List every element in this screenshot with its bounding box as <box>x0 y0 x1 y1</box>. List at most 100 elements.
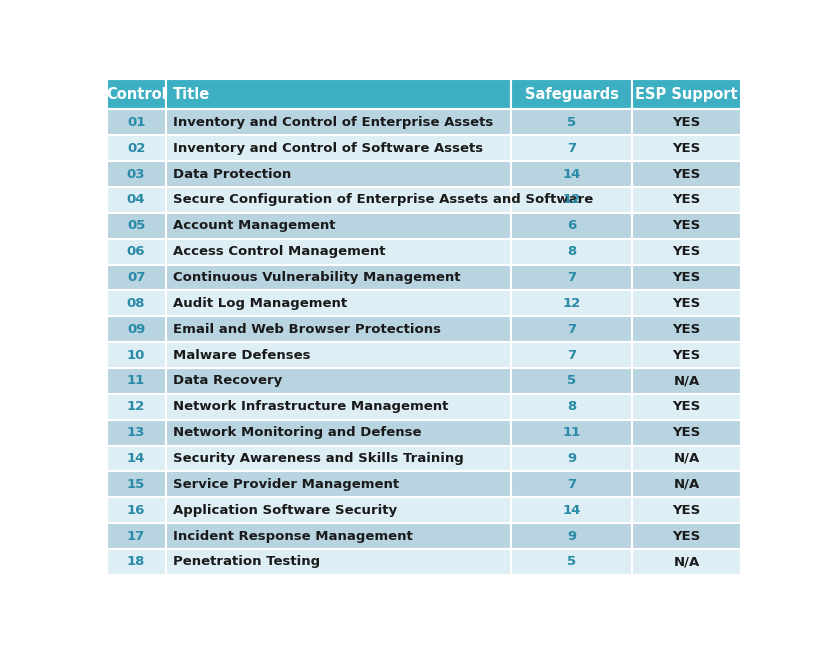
Bar <box>165 265 511 291</box>
Bar <box>632 187 741 213</box>
Text: 08: 08 <box>127 297 146 310</box>
Text: 16: 16 <box>127 504 146 517</box>
Text: 5: 5 <box>567 116 576 129</box>
Text: Control: Control <box>106 87 166 102</box>
Text: 9: 9 <box>567 529 576 543</box>
Bar <box>165 523 511 549</box>
Bar <box>107 368 165 394</box>
Text: Email and Web Browser Protections: Email and Web Browser Protections <box>174 323 442 336</box>
Bar <box>632 342 741 368</box>
Text: YES: YES <box>672 297 700 310</box>
Text: 6: 6 <box>567 219 576 232</box>
Text: 7: 7 <box>567 349 576 362</box>
Text: 12: 12 <box>562 297 581 310</box>
Bar <box>632 549 741 575</box>
Bar <box>165 549 511 575</box>
Bar <box>632 316 741 342</box>
Bar <box>107 498 165 523</box>
Bar <box>511 291 632 316</box>
Bar <box>165 420 511 446</box>
Text: Safeguards: Safeguards <box>524 87 619 102</box>
Bar <box>165 368 511 394</box>
Bar <box>165 342 511 368</box>
Text: 04: 04 <box>127 193 146 206</box>
Bar <box>511 523 632 549</box>
Text: Incident Response Management: Incident Response Management <box>174 529 413 543</box>
Bar <box>107 420 165 446</box>
Text: YES: YES <box>672 193 700 206</box>
Bar <box>165 446 511 472</box>
Bar <box>165 239 511 265</box>
Text: 05: 05 <box>127 219 146 232</box>
Text: 10: 10 <box>127 349 146 362</box>
Text: 7: 7 <box>567 271 576 284</box>
Bar <box>511 265 632 291</box>
Text: YES: YES <box>672 349 700 362</box>
Bar <box>107 161 165 187</box>
Text: 5: 5 <box>567 555 576 569</box>
Bar <box>632 368 741 394</box>
Text: N/A: N/A <box>673 452 700 465</box>
Text: ESP Support: ESP Support <box>635 87 738 102</box>
Text: YES: YES <box>672 529 700 543</box>
Bar <box>511 109 632 135</box>
Text: Title: Title <box>174 87 211 102</box>
Bar <box>632 394 741 420</box>
Bar <box>632 109 741 135</box>
Text: YES: YES <box>672 271 700 284</box>
Text: 12: 12 <box>127 400 146 413</box>
Bar <box>632 523 741 549</box>
Bar <box>511 549 632 575</box>
Bar <box>632 213 741 239</box>
Bar <box>107 291 165 316</box>
Bar <box>165 109 511 135</box>
Bar <box>511 161 632 187</box>
Text: YES: YES <box>672 116 700 129</box>
Bar <box>165 291 511 316</box>
Bar <box>165 79 511 109</box>
Text: Service Provider Management: Service Provider Management <box>174 478 399 491</box>
Bar <box>107 79 165 109</box>
Text: 5: 5 <box>567 375 576 388</box>
Text: N/A: N/A <box>673 555 700 569</box>
Text: YES: YES <box>672 219 700 232</box>
Text: 9: 9 <box>567 452 576 465</box>
Bar <box>107 187 165 213</box>
Bar <box>632 498 741 523</box>
Text: N/A: N/A <box>673 375 700 388</box>
Text: 7: 7 <box>567 323 576 336</box>
Bar <box>511 394 632 420</box>
Bar <box>632 446 741 472</box>
Bar <box>107 394 165 420</box>
Bar <box>165 316 511 342</box>
Bar <box>632 265 741 291</box>
Bar <box>632 472 741 498</box>
Bar <box>511 135 632 161</box>
Text: YES: YES <box>672 245 700 258</box>
Bar <box>511 498 632 523</box>
Text: YES: YES <box>672 426 700 439</box>
Text: 06: 06 <box>127 245 146 258</box>
Text: 11: 11 <box>127 375 146 388</box>
Bar <box>107 265 165 291</box>
Text: Inventory and Control of Software Assets: Inventory and Control of Software Assets <box>174 142 484 155</box>
Bar <box>511 239 632 265</box>
Bar <box>632 161 741 187</box>
Text: 15: 15 <box>127 478 146 491</box>
Text: 17: 17 <box>127 529 146 543</box>
Text: Data Recovery: Data Recovery <box>174 375 283 388</box>
Bar <box>165 498 511 523</box>
Bar <box>165 472 511 498</box>
Text: 14: 14 <box>562 168 581 181</box>
Bar <box>107 342 165 368</box>
Text: 14: 14 <box>562 504 581 517</box>
Bar <box>511 213 632 239</box>
Bar <box>511 446 632 472</box>
Text: Audit Log Management: Audit Log Management <box>174 297 347 310</box>
Bar <box>511 368 632 394</box>
Text: N/A: N/A <box>673 478 700 491</box>
Text: 12: 12 <box>562 193 581 206</box>
Bar <box>107 549 165 575</box>
Bar <box>165 161 511 187</box>
Bar <box>107 135 165 161</box>
